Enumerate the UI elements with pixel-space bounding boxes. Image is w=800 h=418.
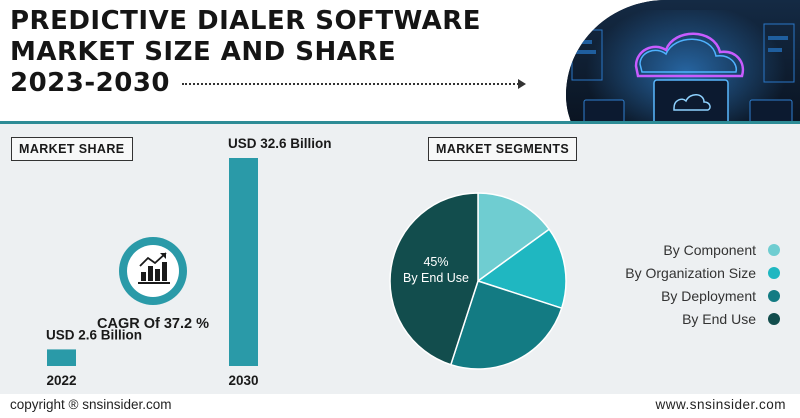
title-line-3: 2023-2030 xyxy=(10,68,171,98)
legend-swatch xyxy=(768,312,780,325)
bar-value-label-2030: USD 32.6 Billion xyxy=(228,136,332,151)
bar-value-label-2022: USD 2.6 Billion xyxy=(46,327,142,342)
footer xyxy=(0,394,800,418)
website-link[interactable]: www.snsinsider.com xyxy=(655,397,786,412)
legend-swatch xyxy=(768,243,780,256)
bar-chart-icon xyxy=(138,252,170,284)
pie-legend: By Component By Organization Size By Dep… xyxy=(590,238,780,330)
legend-label: By Deployment xyxy=(661,287,756,304)
pie-slice-by-organization-size xyxy=(476,228,567,310)
pie-slice-by-deployment xyxy=(449,280,563,370)
pie-slice-by-end-use xyxy=(389,192,479,366)
page-title: PREDICTIVE DIALER SOFTWARE MARKET SIZE A… xyxy=(10,6,570,99)
pie-slice-by-component xyxy=(477,192,551,283)
category-label-2022: 2022 xyxy=(46,373,76,388)
legend-item-by-deployment: By Deployment xyxy=(590,284,780,307)
copyright-text: copyright ® snsinsider.com xyxy=(10,397,172,412)
pie-slice-category-label: By End Use xyxy=(403,271,469,285)
legend-label: By Component xyxy=(663,241,756,258)
category-label-2030: 2030 xyxy=(228,373,258,388)
title-line-2: MARKET SIZE AND SHARE xyxy=(10,37,397,67)
cagr-badge xyxy=(119,237,187,305)
bar-2030 xyxy=(229,158,258,366)
arrow-right-icon xyxy=(182,78,527,89)
legend-item-by-component: By Component xyxy=(590,238,780,261)
legend-swatch xyxy=(768,266,780,279)
legend-item-by-end-use: By End Use xyxy=(590,307,780,330)
market-segments-label: MARKET SEGMENTS xyxy=(428,137,578,161)
cagr-label: CAGR Of 37.2 % xyxy=(97,316,209,332)
bar-2022 xyxy=(47,349,76,366)
title-line-1: PREDICTIVE DIALER SOFTWARE xyxy=(10,6,482,36)
legend-item-by-organization-size: By Organization Size xyxy=(590,261,780,284)
legend-label: By End Use xyxy=(682,310,756,327)
pie-slice-percent-label: 45% xyxy=(423,255,448,269)
legend-label: By Organization Size xyxy=(625,264,756,281)
legend-swatch xyxy=(768,289,780,302)
market-share-label: MARKET SHARE xyxy=(11,137,133,161)
